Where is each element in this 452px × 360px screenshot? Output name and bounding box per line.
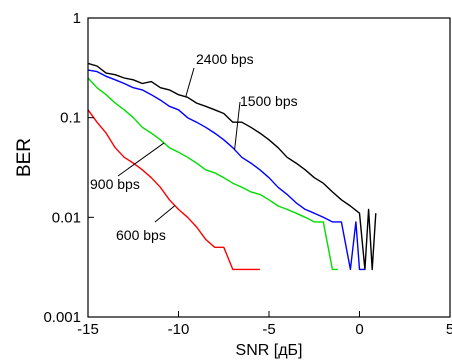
annotation-label-1500-bps: 1500 bps (240, 93, 298, 109)
x-tick-label: -15 (77, 321, 99, 338)
series-line-2400-bps (87, 62, 377, 271)
series-layer (87, 62, 377, 271)
series-annotations: 2400 bps 1500 bps 900 bps 600 bps (90, 51, 298, 243)
series-line-600-bps (87, 109, 260, 271)
annotation-label-900-bps: 900 bps (90, 176, 140, 192)
annotation-leader-2400-bps (185, 67, 195, 97)
x-axis-label: SNR [дБ] (236, 342, 303, 359)
plot-frame (87, 17, 451, 318)
series-line-1500-bps (87, 69, 365, 271)
x-tick-label: -10 (168, 321, 190, 338)
y-axis-label: BER (14, 138, 35, 177)
annotation-label-2400-bps: 2400 bps (196, 51, 254, 67)
annotation-label-600-bps: 600 bps (116, 227, 166, 243)
annotation-leader-1500-bps (234, 101, 241, 150)
y-tick-label: 0.01 (52, 209, 81, 226)
y-tick-label: 1 (73, 10, 81, 27)
y-tick-label: 0.001 (43, 309, 81, 326)
series-line-900-bps (87, 77, 338, 271)
x-axis-ticks: -15 -10 -5 0 5 (77, 311, 452, 338)
x-tick-label: 0 (355, 321, 363, 338)
annotation-leader-600-bps (154, 205, 176, 223)
y-axis-ticks: 0.001 0.01 0.1 1 (43, 10, 94, 326)
x-tick-label: -5 (262, 321, 275, 338)
annotation-leader-900-bps (117, 142, 165, 177)
y-tick-label: 0.1 (60, 110, 81, 127)
x-tick-label: 5 (446, 321, 452, 338)
